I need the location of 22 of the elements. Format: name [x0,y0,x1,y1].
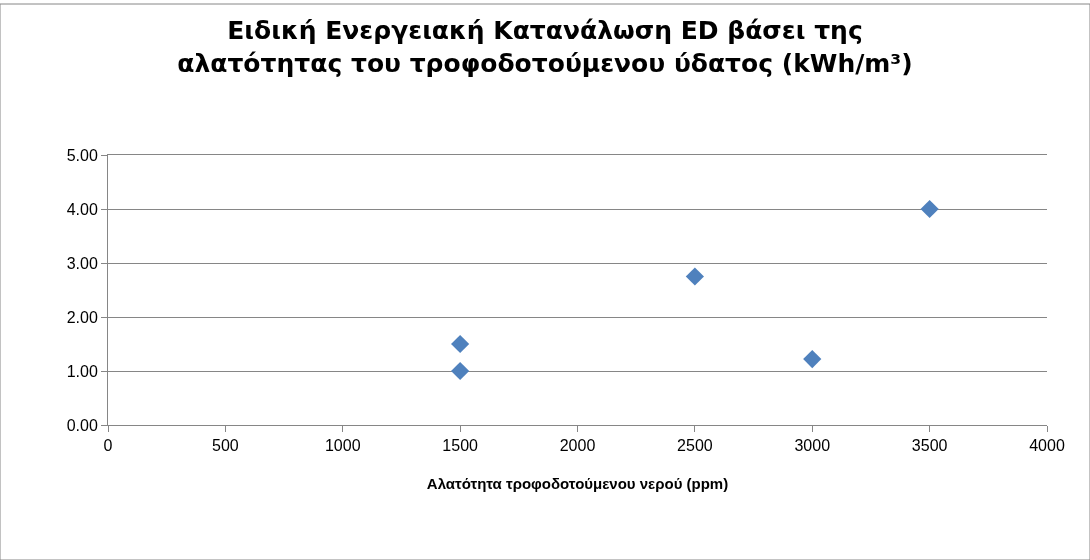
y-tick-label: 0.00 [66,416,98,434]
point [451,361,470,381]
x-tick-label: 500 [212,437,239,455]
x-tick-label: 1500 [442,437,479,455]
x-tick-label: 2000 [559,437,596,455]
chart-title: Ειδική Ενεργειακή Κατανάλωση ED βάσει της αλατότητας του τροφοδοτούμενου ύδατος (kWh/m³) [177,16,913,78]
x-tick-label: 3500 [911,437,948,455]
point [451,334,470,354]
y-tick-label: 4.00 [66,200,98,218]
x-axis-title: Αλατότητα τροφοδοτούμενου νερού (ppm) [426,475,729,493]
y-tick-label: 2.00 [66,308,98,326]
x-tick-label: 0 [103,437,113,455]
x-tick-label: 3000 [794,437,831,455]
y-tick-label: 5.00 [66,146,98,164]
x-tick-label: 2500 [677,437,713,455]
x-tick-label: 1000 [324,437,361,455]
point [803,350,822,369]
point [685,267,704,286]
y-tick-label: 3.00 [66,254,98,272]
x-tick-label: 4000 [1029,437,1065,455]
y-tick-label: 1.00 [66,362,98,380]
point [920,199,939,219]
